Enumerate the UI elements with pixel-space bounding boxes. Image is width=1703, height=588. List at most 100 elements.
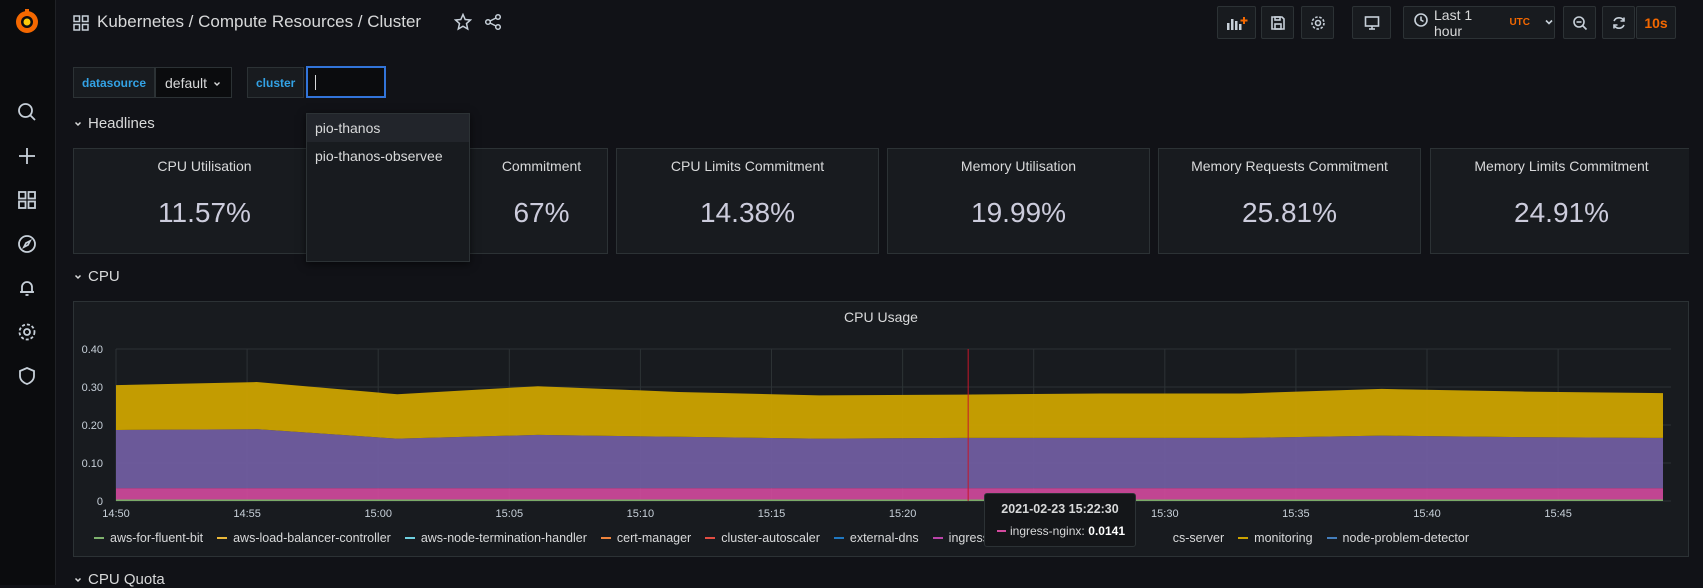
x-tick-label: 14:50 (102, 508, 130, 517)
cluster-variable-label: cluster (247, 67, 305, 98)
row-cpu-quota[interactable]: CPU Quota (74, 571, 165, 588)
legend-item[interactable]: aws-for-fluent-bit (94, 531, 203, 545)
tooltip-row: ingress-nginx: 0.0141 (997, 524, 1125, 538)
datasource-variable-label: datasource (73, 67, 156, 98)
row-title: CPU Quota (88, 571, 165, 588)
datasource-select-value: default (165, 74, 208, 91)
save-dashboard-button[interactable] (1261, 6, 1294, 39)
graph-tooltip: 2021-02-23 15:22:30 ingress-nginx: 0.014… (984, 493, 1136, 547)
stat-value: 67% (513, 197, 570, 228)
sidebar (0, 0, 56, 585)
clock-icon (1414, 13, 1428, 32)
x-tick-label: 15:20 (889, 508, 917, 517)
row-title: CPU (88, 268, 120, 285)
time-range-picker[interactable]: Last 1 hour UTC (1403, 6, 1555, 39)
scrollbar-track[interactable] (1689, 0, 1703, 585)
chevron-down-icon (74, 268, 82, 285)
row-title: Headlines (88, 115, 155, 132)
datasource-select[interactable]: default (155, 67, 232, 98)
cpu-usage-graph-panel[interactable]: CPU Usage 0 0.10 0.20 0.30 0.40 14:50 14:55 15:… (73, 301, 1689, 557)
x-tick-label: 15:10 (627, 508, 655, 517)
stat-value: 25.81% (1242, 197, 1337, 228)
dashboards-icon[interactable] (14, 187, 40, 213)
alerting-bell-icon[interactable] (14, 275, 40, 301)
y-tick-label: 0.40 (82, 344, 103, 356)
refresh-interval-label: 10s (1644, 14, 1668, 31)
legend-item[interactable]: monitoring (1238, 531, 1313, 545)
legend-item[interactable]: external-dns (833, 531, 919, 545)
legend-item[interactable]: aws-load-balancer-controller (217, 531, 391, 545)
legend-item[interactable]: node-problem-detector (1326, 531, 1469, 545)
gear-icon[interactable] (14, 319, 40, 345)
top-navbar: Kubernetes / Compute Resources / Cluster… (56, 0, 1703, 46)
cluster-options-dropdown: pio-thanos pio-thanos-observee (306, 113, 470, 262)
dropdown-option[interactable]: pio-thanos (307, 114, 469, 142)
stat-title: CPU Limits Commitment (670, 158, 825, 174)
dashboard-grid-icon (73, 15, 89, 36)
share-icon[interactable] (484, 13, 502, 36)
stat-panel[interactable]: Memory Requests Commitment 25.81% (1158, 148, 1421, 254)
zoom-out-button[interactable] (1563, 6, 1596, 39)
cpu-usage-chart[interactable]: 0 0.10 0.20 0.30 0.40 14:50 14:55 15:00 15:05 15:… (74, 302, 1690, 517)
stat-title: Commitment (501, 158, 582, 174)
area-series-ingress-nginx (116, 488, 1663, 500)
y-tick-label: 0.10 (82, 458, 103, 470)
cluster-input[interactable] (306, 66, 386, 98)
x-tick-label: 15:35 (1282, 508, 1310, 517)
panel-title: CPU Usage (844, 309, 918, 325)
chevron-down-icon (74, 115, 82, 132)
stat-value: 19.99% (971, 197, 1066, 228)
y-tick-label: 0.30 (82, 382, 103, 394)
dropdown-option[interactable]: pio-thanos-observee (315, 148, 443, 164)
y-tick-label: 0 (97, 496, 103, 508)
tv-mode-button[interactable] (1352, 6, 1391, 39)
stat-value: 24.91% (1514, 197, 1609, 228)
chevron-down-icon (213, 75, 221, 91)
area-series-aws-for-fluent-bit (116, 499, 1663, 501)
search-icon[interactable] (14, 99, 40, 125)
legend-item[interactable]: cert-manager (600, 531, 691, 545)
legend-item[interactable]: cs-server (1172, 531, 1225, 545)
stat-panel[interactable]: CPU Limits Commitment 14.38% (616, 148, 879, 254)
legend-item[interactable]: aws-node-termination-handler (404, 531, 587, 545)
stat-panel[interactable]: CPU Utilisation 11.57% (73, 148, 336, 254)
tooltip-series-value: 0.0141 (1088, 524, 1125, 538)
stat-value: 11.57% (158, 197, 251, 228)
text-cursor (315, 75, 316, 90)
tooltip-series-swatch (997, 530, 1006, 532)
legend-item[interactable]: cluster-autoscaler (705, 531, 820, 545)
stat-title: CPU Utilisation (157, 158, 252, 174)
shield-icon[interactable] (14, 363, 40, 389)
stat-title: Memory Utilisation (960, 158, 1077, 174)
breadcrumb[interactable]: Kubernetes / Compute Resources / Cluster (97, 12, 422, 31)
tooltip-time: 2021-02-23 15:22:30 (1001, 502, 1119, 516)
refresh-interval-picker[interactable]: 10s (1636, 6, 1676, 39)
row-cpu[interactable]: CPU (74, 268, 120, 285)
stat-panel[interactable]: Memory Limits Commitment 24.91% (1430, 148, 1693, 254)
stat-title: Memory Requests Commitment (1191, 158, 1388, 174)
dashboard-settings-button[interactable] (1301, 6, 1334, 39)
stat-title: Memory Limits Commitment (1474, 158, 1649, 174)
x-tick-label: 15:40 (1413, 508, 1441, 517)
star-icon[interactable] (453, 12, 473, 36)
explore-compass-icon[interactable] (14, 231, 40, 257)
chevron-down-icon (74, 571, 82, 588)
chevron-down-icon (1544, 14, 1554, 32)
x-tick-label: 15:05 (496, 508, 524, 517)
x-tick-label: 15:30 (1151, 508, 1179, 517)
area-series-monitoring (116, 382, 1663, 439)
refresh-button[interactable] (1602, 6, 1635, 39)
tooltip-series-name: ingress-nginx: (1010, 524, 1085, 538)
x-tick-label: 15:00 (364, 508, 392, 517)
stat-panel[interactable]: Memory Utilisation 19.99% (887, 148, 1150, 254)
y-tick-label: 0.20 (82, 420, 103, 432)
timezone-label: UTC (1509, 17, 1530, 28)
stat-value: 14.38% (700, 197, 795, 228)
row-headlines[interactable]: Headlines (74, 115, 155, 132)
add-panel-button[interactable] (1217, 6, 1256, 39)
x-tick-label: 15:15 (758, 508, 786, 517)
plus-icon[interactable] (14, 143, 40, 169)
x-tick-label: 14:55 (233, 508, 261, 517)
grafana-logo-icon[interactable] (14, 9, 40, 35)
time-range-label: Last 1 hour (1434, 6, 1473, 39)
